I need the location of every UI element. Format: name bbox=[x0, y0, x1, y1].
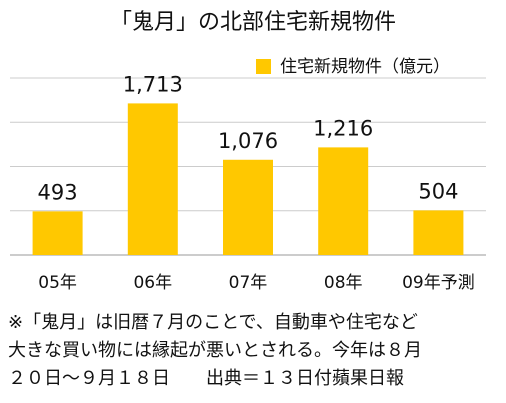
value-label: 1,076 bbox=[218, 129, 278, 153]
bar bbox=[223, 159, 273, 255]
note-line: 大きな買い物には縁起が悪いとされる。今年は８月 bbox=[8, 340, 422, 361]
note-line: ２０日～９月１８日 出典＝１３日付蘋果日報 bbox=[8, 368, 404, 389]
bar bbox=[32, 211, 83, 255]
value-label: 1,713 bbox=[123, 72, 183, 96]
x-tick-label: 08年 bbox=[324, 273, 363, 293]
x-tick-label: 05年 bbox=[38, 273, 77, 293]
note-line: ※「鬼月」は旧暦７月のことで、自動車や住宅など bbox=[8, 312, 418, 333]
bar bbox=[127, 103, 178, 255]
x-tick-label: 09年予測 bbox=[402, 273, 475, 293]
legend: 住宅新規物件（億元） bbox=[256, 57, 450, 77]
legend-swatch bbox=[256, 59, 271, 74]
x-tick-label: 07年 bbox=[229, 273, 268, 293]
legend-label: 住宅新規物件（億元） bbox=[280, 57, 450, 77]
chart-title: 「鬼月」の北部住宅新規物件 bbox=[110, 10, 396, 35]
bar bbox=[413, 210, 464, 255]
bar bbox=[318, 147, 369, 255]
value-label: 1,216 bbox=[313, 116, 373, 140]
value-label: 493 bbox=[38, 180, 78, 204]
x-tick-label: 06年 bbox=[133, 273, 172, 293]
value-label: 504 bbox=[418, 179, 458, 203]
